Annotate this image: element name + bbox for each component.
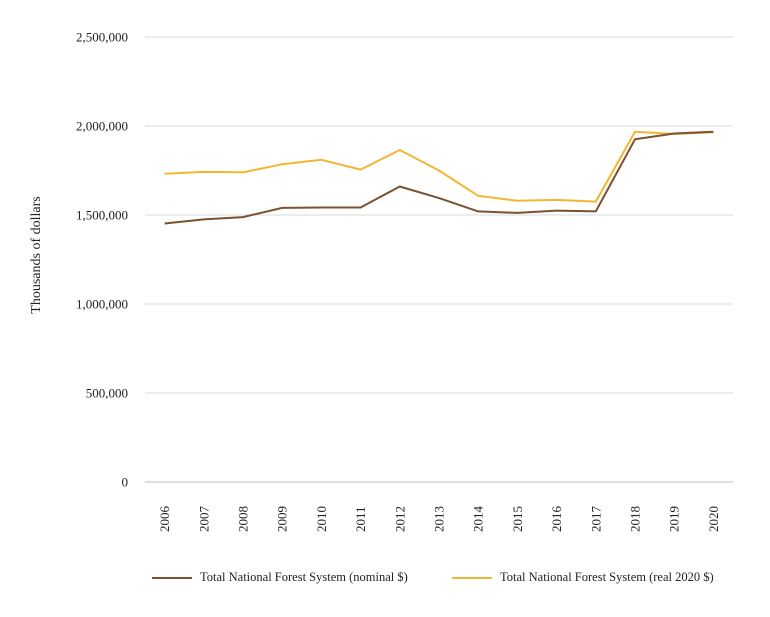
legend-item-nominal: Total National Forest System (nominal $) [152,570,408,585]
x-tick-label: 2019 [667,506,682,532]
legend-label-nominal: Total National Forest System (nominal $) [200,570,408,584]
x-tick-label: 2008 [236,506,251,532]
legend-swatch-real [452,576,492,579]
x-tick-label: 2014 [471,506,486,533]
series-lines [164,130,714,225]
x-tick-label: 2016 [549,506,564,533]
y-tick-labels: 0 500,000 1,000,000 1,500,000 2,000,000 2,500… [76,30,128,490]
x-tick-labels: 2006 2007 2008 2009 2010 2011 2012 2013 2014 2015… [157,506,721,533]
x-tick-label: 2009 [275,506,290,532]
y-tick-label: 2,500,000 [76,30,128,45]
x-tick-label: 2013 [432,506,447,532]
y-tick-label: 500,000 [86,386,128,401]
x-tick-label: 2011 [353,506,368,532]
series-line-nominal [164,130,714,225]
series-line-real [164,130,714,203]
x-tick-label: 2018 [628,506,643,532]
legend-swatch-nominal [152,576,192,579]
x-tick-label: 2017 [588,506,603,533]
x-tick-label: 2015 [510,506,525,532]
y-tick-label: 1,000,000 [76,297,128,312]
y-axis-title: Thousands of dollars [29,196,44,313]
x-tick-label: 2020 [706,506,721,532]
x-tick-label: 2012 [392,506,407,532]
y-tick-label: 1,500,000 [76,208,128,223]
x-tick-label: 2010 [314,506,329,532]
y-tick-label: 0 [122,475,129,490]
legend: Total National Forest System (nominal $)… [0,570,770,590]
x-tick-label: 2006 [157,506,172,533]
x-tick-label: 2007 [196,506,211,533]
y-tick-label: 2,000,000 [76,119,128,134]
legend-label-real: Total National Forest System (real 2020 … [500,570,714,584]
gridlines [145,36,733,483]
legend-item-real: Total National Forest System (real 2020 … [452,570,714,585]
